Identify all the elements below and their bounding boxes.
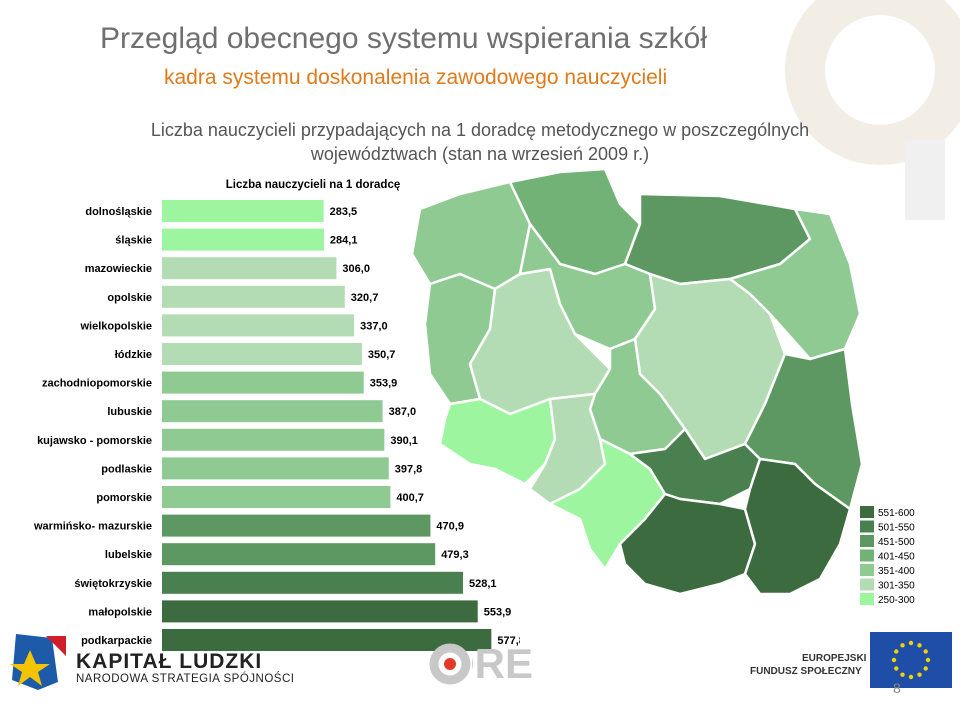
bar-chart: Liczba nauczycieli na 1 doradcę dolnoślą… [33, 179, 520, 651]
kapital-ludzki-logo-subtext: NARODOWA STRATEGIA SPÓJNOŚCI [76, 673, 295, 685]
legend-swatch [860, 593, 874, 605]
bar [162, 600, 478, 623]
data-label: 470,9 [436, 521, 464, 533]
category-label: śląskie [115, 235, 152, 247]
eu-star-icon [908, 674, 914, 680]
page-number: 8 [893, 680, 901, 696]
ore-logo-icon [429, 643, 471, 685]
legend-swatch [860, 578, 874, 591]
legend-label: 451-500 [878, 537, 915, 548]
bar [162, 514, 431, 537]
category-label: lubuskie [107, 406, 152, 418]
category-label: podkarpackie [81, 635, 152, 647]
legend-swatch [860, 564, 874, 576]
data-label: 553,9 [484, 606, 512, 618]
ore-logo-label: ORE [472, 640, 534, 687]
category-label: wielkopolskie [79, 320, 152, 332]
region-swietokrzyskie [628, 427, 762, 506]
kapital-ludzki-logo-text: KAPITAŁ LUDZKI [76, 650, 263, 673]
data-label: 337,0 [360, 320, 388, 332]
data-label: 353,9 [370, 378, 398, 390]
data-label: 387,0 [389, 406, 417, 418]
eu-star-icon [894, 649, 899, 654]
description-line-2: województwach (stan na wrzesień 2009 r.) [310, 144, 650, 164]
legend-label: 351-400 [878, 566, 915, 577]
bar [162, 457, 389, 480]
category-label: podlaskie [101, 463, 152, 475]
data-label: 390,1 [390, 435, 418, 447]
chart-title: Liczba nauczycieli na 1 doradcę [226, 179, 400, 191]
region-podkarpackie [743, 457, 852, 596]
kapital-ludzki-logo-icon [10, 634, 66, 690]
category-label: dolnośląskie [85, 206, 152, 218]
bar [162, 428, 385, 451]
category-label: lubelskie [105, 549, 152, 561]
slide-subtitle: kadra systemu doskonalenia zawodowego na… [164, 66, 668, 89]
bar [162, 285, 345, 308]
efs-logo-line2: FUNDUSZ SPOŁECZNY [750, 666, 862, 677]
data-label: 320,7 [351, 292, 379, 304]
region-dolnoslaskie [438, 397, 557, 486]
eu-star-icon [891, 657, 897, 663]
category-label: zachodniopomorskie [42, 378, 152, 390]
legend-label: 551-600 [878, 508, 915, 519]
data-label: 528,1 [469, 578, 497, 590]
region-podlaskie [728, 207, 862, 361]
bar [162, 314, 355, 337]
data-label: 400,7 [396, 492, 424, 504]
data-label: 306,0 [342, 263, 370, 275]
background-decoration [785, 0, 960, 220]
eu-star-icon [894, 666, 899, 671]
efs-logo-line1: EUROPEJSKI [802, 653, 867, 664]
category-label: łódzkie [115, 349, 152, 361]
bar [162, 543, 436, 566]
eu-star-icon [923, 649, 928, 654]
bar [162, 257, 337, 280]
bar [162, 228, 324, 251]
eu-star-icon [900, 643, 905, 648]
eu-star-icon [900, 672, 905, 677]
category-label: kujawsko - pomorskie [37, 435, 152, 447]
legend-label: 401-450 [878, 552, 915, 563]
category-label: małopolskie [88, 606, 152, 618]
legend-swatch [860, 506, 874, 518]
region-zachodniopomorskie [410, 180, 532, 291]
data-label: 479,3 [441, 549, 469, 561]
eu-star-icon [908, 640, 914, 646]
category-label: świętokrzyskie [74, 578, 152, 590]
data-label: 283,5 [330, 206, 358, 218]
slide-description: Liczba nauczycieli przypadających na 1 d… [60, 118, 900, 166]
eu-star-icon [925, 657, 931, 663]
data-label: 350,7 [368, 349, 396, 361]
data-label: 577,8 [497, 635, 520, 647]
category-label: pomorskie [96, 492, 152, 504]
map-legend: 551-600 501-550 451-500 401-450 351-400 301-3… [860, 506, 915, 606]
bar [162, 571, 464, 594]
bar [162, 486, 391, 508]
legend-swatch [860, 520, 874, 533]
ore-logo-text: ORE [472, 640, 552, 698]
eu-star-icon [917, 643, 922, 648]
data-label: 397,8 [395, 463, 423, 475]
legend-swatch [860, 549, 874, 562]
eu-star-icon [923, 666, 928, 671]
legend-label: 501-550 [878, 523, 915, 534]
bar [162, 400, 383, 423]
bar [162, 343, 362, 365]
bar [162, 200, 324, 222]
slide-title: Przegląd obecnego systemu wspierania szk… [100, 22, 707, 55]
data-label: 284,1 [330, 235, 358, 247]
poland-map [410, 167, 864, 596]
eu-flag-icon [870, 632, 952, 688]
description-line-1: Liczba nauczycieli przypadających na 1 d… [150, 120, 810, 140]
legend-swatch [860, 535, 874, 547]
eu-star-icon [917, 672, 922, 677]
category-label: mazowieckie [85, 263, 152, 275]
legend-label: 301-350 [878, 581, 915, 592]
bar [162, 629, 492, 651]
category-label: warmińsko- mazurskie [33, 521, 152, 533]
bar [162, 371, 364, 394]
category-label: opolskie [107, 292, 152, 304]
legend-label: 250-300 [878, 595, 915, 606]
